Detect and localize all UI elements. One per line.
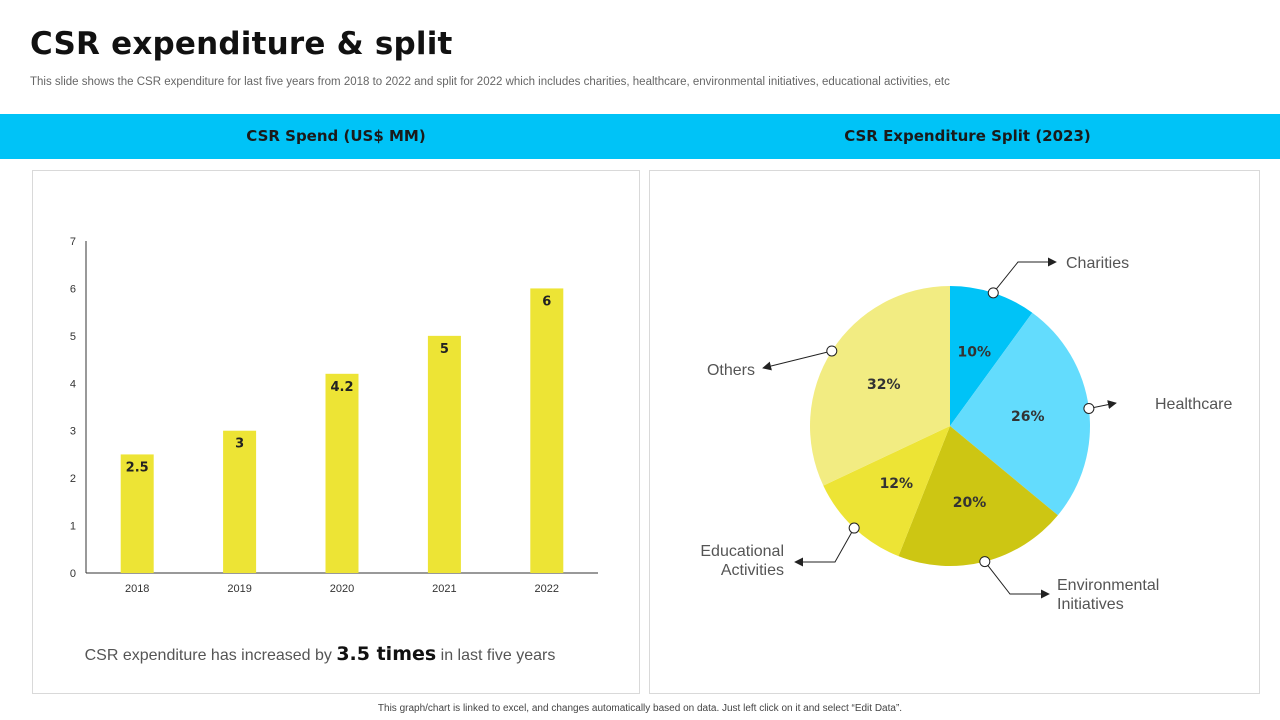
bar-2019 xyxy=(223,430,257,573)
growth-note: CSR expenditure has increased by 3.5 tim… xyxy=(0,643,640,665)
y-tick-label: 7 xyxy=(70,236,76,248)
pie-chart-title: CSR Expenditure Split (2023) xyxy=(844,127,1091,145)
callout-dot xyxy=(826,345,838,357)
pie-category-label-line: Initiatives xyxy=(1057,596,1124,613)
y-tick-label: 3 xyxy=(70,426,76,438)
pie-slice-healthcare xyxy=(950,312,1090,516)
bar-value-label: 5 xyxy=(440,342,449,357)
y-tick-label: 6 xyxy=(70,283,76,295)
x-tick-label: 2019 xyxy=(227,583,251,595)
bar-chart-title: CSR Spend (US$ MM) xyxy=(246,127,426,145)
bar-2021 xyxy=(427,335,461,573)
y-tick-label: 5 xyxy=(70,331,76,343)
pie-category-label: Charities xyxy=(1066,255,1129,272)
callout-dot xyxy=(848,522,860,534)
pie-value-label: 26% xyxy=(1011,409,1045,425)
pie-category-label: Healthcare xyxy=(1155,396,1232,413)
y-tick-label: 2 xyxy=(70,473,76,485)
callout-line xyxy=(984,561,1050,599)
pie-slice-others xyxy=(810,286,950,486)
x-tick-label: 2022 xyxy=(535,583,559,595)
pie-category-label-line: Healthcare xyxy=(1155,396,1232,413)
pie-category-label-line: Activities xyxy=(721,562,784,579)
x-tick-label: 2021 xyxy=(432,583,456,595)
y-tick-label: 0 xyxy=(70,568,76,580)
growth-note-suffix: in last five years xyxy=(440,647,556,664)
page-title: CSR expenditure & split xyxy=(30,26,453,62)
pie-category-label: Educational Activities xyxy=(700,543,784,579)
callout-dot xyxy=(987,287,999,299)
bar-value-label: 4.2 xyxy=(330,380,353,395)
callout-line xyxy=(762,350,832,371)
pie-value-label: 12% xyxy=(880,476,914,492)
pie-category-label: Environmental Initiatives xyxy=(1057,577,1159,613)
bar-2022 xyxy=(530,288,564,573)
pie-value-label: 32% xyxy=(867,377,901,393)
bar-2020 xyxy=(325,373,359,573)
pie-category-label-line: Charities xyxy=(1066,255,1129,272)
header-band: CSR Spend (US$ MM) CSR Expenditure Split… xyxy=(0,114,1280,159)
bar-2018 xyxy=(120,454,154,573)
page-subtitle: This slide shows the CSR expenditure for… xyxy=(30,76,950,88)
callout-line xyxy=(794,527,855,567)
callout-dot xyxy=(979,556,991,568)
pie-slice-environmental-initiatives xyxy=(898,426,1058,566)
pie-category-label-line: Environmental xyxy=(1057,577,1159,594)
pie-category-label-line: Educational xyxy=(700,543,784,560)
footer-note: This graph/chart is linked to excel, and… xyxy=(377,703,903,714)
callout-dot xyxy=(1083,402,1095,414)
y-tick-label: 4 xyxy=(70,378,76,390)
pie-slice-charities xyxy=(950,286,1033,426)
y-tick-label: 1 xyxy=(70,521,76,533)
callout-line xyxy=(992,257,1057,294)
pie-category-label: Others xyxy=(707,362,755,379)
pie-value-label: 20% xyxy=(953,495,987,511)
bar-value-label: 2.5 xyxy=(126,460,149,475)
x-tick-label: 2018 xyxy=(125,583,149,595)
growth-note-highlight: 3.5 times xyxy=(336,643,437,665)
pie-value-label: 10% xyxy=(957,344,991,360)
bar-value-label: 6 xyxy=(542,294,551,309)
x-tick-label: 2020 xyxy=(330,583,354,595)
bar-value-label: 3 xyxy=(235,437,244,452)
growth-note-prefix: CSR expenditure has increased by xyxy=(84,647,332,664)
pie-category-label-line: Others xyxy=(707,362,755,379)
